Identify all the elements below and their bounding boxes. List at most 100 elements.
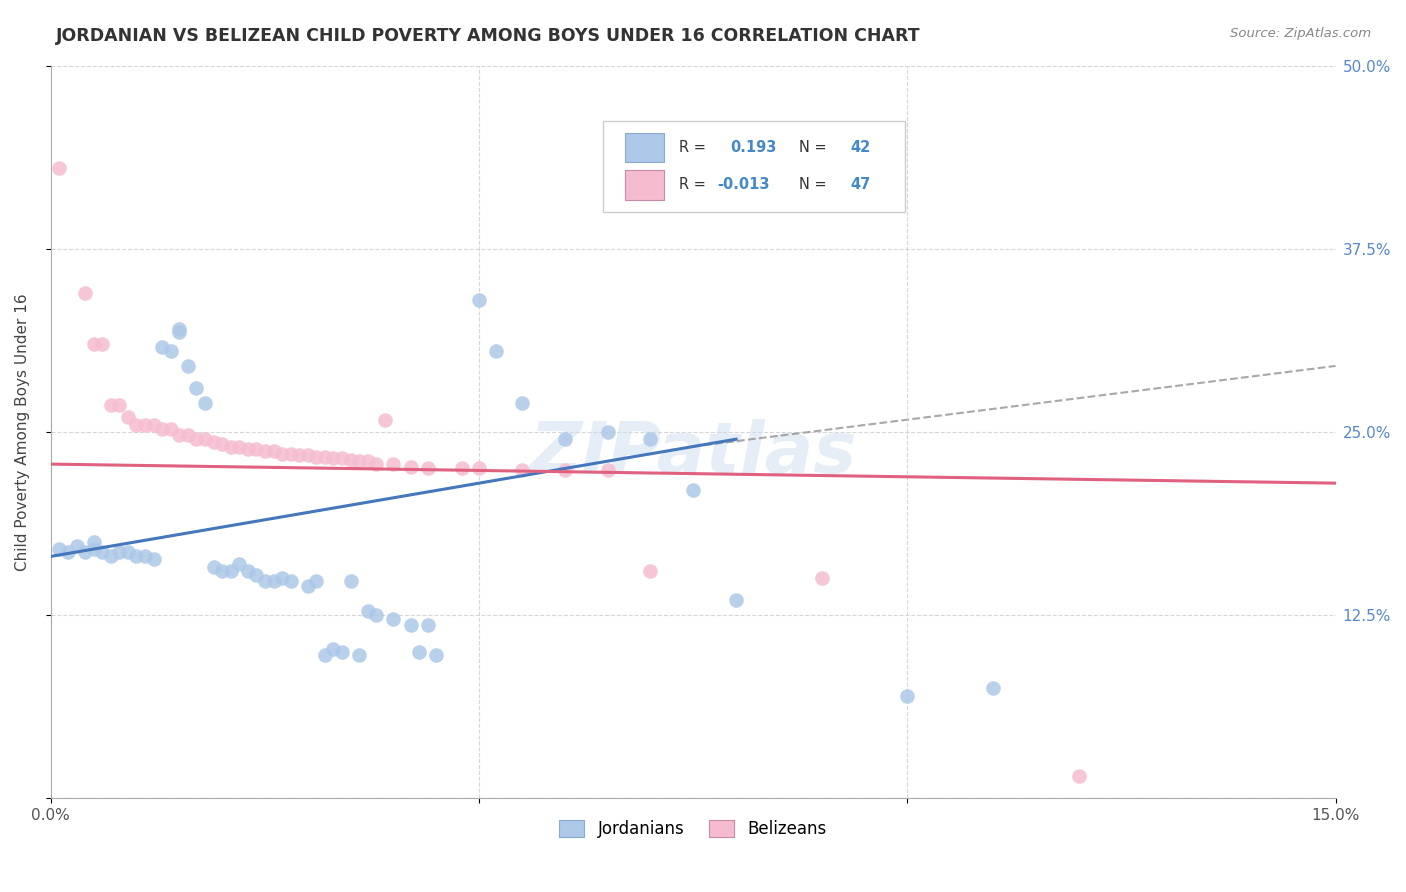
FancyBboxPatch shape <box>603 120 905 212</box>
Point <box>416 461 439 475</box>
Point <box>554 463 576 477</box>
Point <box>108 545 131 559</box>
Text: N =: N = <box>799 140 827 155</box>
Point <box>382 457 405 471</box>
Text: 42: 42 <box>851 140 870 155</box>
Point <box>186 381 208 395</box>
Point <box>382 612 405 626</box>
Point <box>347 648 370 662</box>
Point <box>896 689 918 703</box>
Point <box>416 618 439 632</box>
Point <box>366 607 388 622</box>
Point <box>91 545 114 559</box>
Point <box>134 549 156 564</box>
Point <box>169 325 191 339</box>
Point <box>194 432 217 446</box>
Point <box>510 395 533 409</box>
Point <box>150 422 173 436</box>
Text: N =: N = <box>799 178 827 193</box>
Point <box>75 545 97 559</box>
Point <box>399 460 422 475</box>
Point <box>236 564 259 578</box>
Point <box>211 436 233 450</box>
Point <box>724 593 747 607</box>
Point <box>330 645 353 659</box>
Point <box>48 542 70 557</box>
Point <box>468 461 491 475</box>
Point <box>682 483 704 498</box>
Point <box>186 432 208 446</box>
Point <box>314 648 336 662</box>
Point <box>142 417 165 432</box>
Point <box>134 417 156 432</box>
Point <box>280 574 302 589</box>
Point <box>451 461 474 475</box>
Point <box>219 564 242 578</box>
Text: Source: ZipAtlas.com: Source: ZipAtlas.com <box>1230 27 1371 40</box>
Point <box>339 574 361 589</box>
Point <box>339 452 361 467</box>
Y-axis label: Child Poverty Among Boys Under 16: Child Poverty Among Boys Under 16 <box>15 293 30 571</box>
Point <box>810 571 832 585</box>
Point <box>83 337 105 351</box>
Point <box>159 422 181 436</box>
Point <box>314 450 336 464</box>
Point <box>100 549 122 564</box>
Point <box>1067 769 1090 783</box>
Point <box>125 549 148 564</box>
Text: R =: R = <box>679 140 706 155</box>
Point <box>485 344 508 359</box>
Point <box>202 559 225 574</box>
Point <box>305 574 328 589</box>
Point <box>169 322 191 336</box>
Legend: Jordanians, Belizeans: Jordanians, Belizeans <box>553 814 834 845</box>
Point <box>219 440 242 454</box>
Point <box>640 432 662 446</box>
Point <box>245 568 267 582</box>
Point <box>117 545 139 559</box>
Point <box>425 648 447 662</box>
Point <box>65 539 87 553</box>
Bar <box>626 133 664 162</box>
Text: JORDANIAN VS BELIZEAN CHILD POVERTY AMONG BOYS UNDER 16 CORRELATION CHART: JORDANIAN VS BELIZEAN CHILD POVERTY AMON… <box>56 27 921 45</box>
Point <box>245 442 267 457</box>
Point <box>288 448 311 462</box>
Text: ZIPatlas: ZIPatlas <box>530 419 856 488</box>
Point <box>399 618 422 632</box>
Point <box>177 427 200 442</box>
Point <box>75 285 97 300</box>
Point <box>271 571 294 585</box>
Point <box>169 427 191 442</box>
Point <box>374 413 396 427</box>
Point <box>100 399 122 413</box>
Point <box>640 564 662 578</box>
Bar <box>626 170 664 200</box>
Point <box>981 681 1004 696</box>
Point <box>357 454 380 468</box>
Point <box>366 457 388 471</box>
Point <box>510 463 533 477</box>
Point <box>271 447 294 461</box>
Point <box>297 448 319 462</box>
Point <box>56 545 79 559</box>
Point <box>236 442 259 457</box>
Point <box>280 447 302 461</box>
Text: 47: 47 <box>851 178 870 193</box>
Point <box>554 432 576 446</box>
Point <box>253 444 276 458</box>
Point <box>83 542 105 557</box>
Point <box>347 454 370 468</box>
Point <box>228 557 250 571</box>
Point <box>322 641 344 656</box>
Point <box>125 417 148 432</box>
Point <box>468 293 491 307</box>
Point <box>159 344 181 359</box>
Point <box>408 645 430 659</box>
Point <box>194 395 217 409</box>
Point <box>83 534 105 549</box>
Point <box>91 337 114 351</box>
Point <box>150 340 173 354</box>
Point <box>263 444 285 458</box>
Point <box>117 410 139 425</box>
Point <box>108 399 131 413</box>
